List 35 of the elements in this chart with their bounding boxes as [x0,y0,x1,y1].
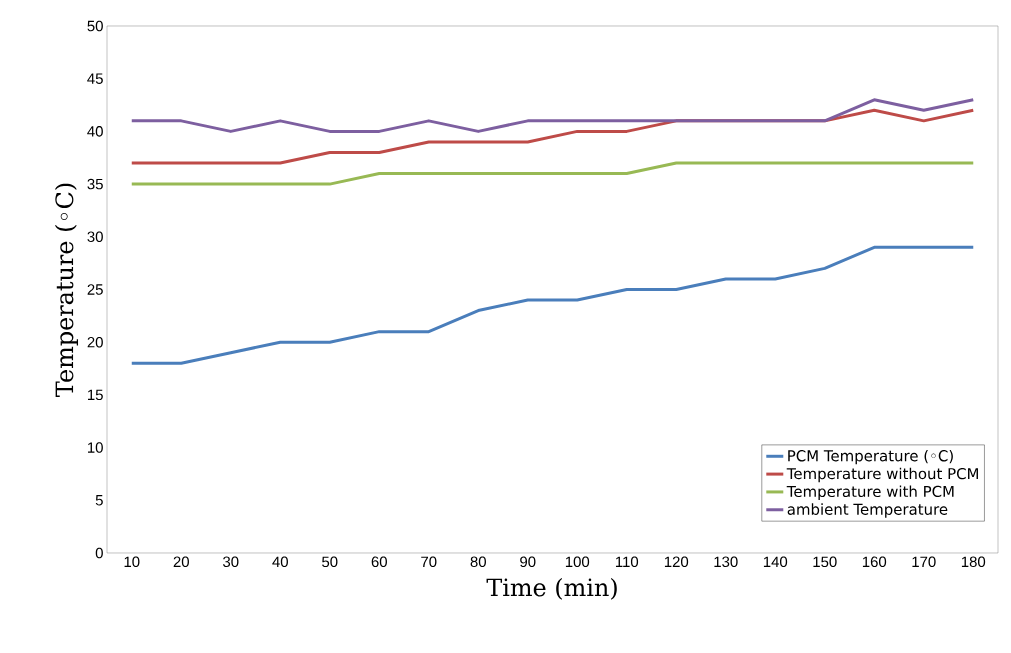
y-tick-label: 5 [95,495,103,506]
y-tick-label: 15 [88,389,103,401]
x-tick-label: 100 [565,556,590,568]
y-tick-label: 20 [87,336,103,348]
x-tick-label: 20 [173,556,189,568]
x-tick-label: 180 [961,556,986,568]
x-tick-label: 120 [664,556,689,568]
x-tick-label: 140 [763,556,788,568]
y-tick-label: 30 [87,231,103,243]
x-tick-label: 150 [813,556,837,568]
x-tick-label: 40 [272,556,288,568]
x-tick-label: 160 [862,556,887,568]
x-tick-label: 90 [520,556,536,568]
y-tick-label: 25 [87,284,103,295]
legend-label: Temperature with PCM [786,485,954,500]
y-axis-title: Temperature (◦C) [54,183,79,397]
x-axis-title: Time (min) [486,577,617,600]
legend-label: PCM Temperature (◦C) [788,449,953,465]
y-tick-label: 35 [87,178,103,190]
y-tick-label: 10 [88,442,103,453]
x-tick-label: 50 [322,556,338,568]
legend-label: Temperature without PCM [786,467,978,483]
x-tick-label: 70 [421,556,437,568]
x-tick-label: 170 [912,556,936,568]
x-tick-label: 130 [714,556,738,568]
legend-label: ambient Temperature [787,503,948,518]
x-tick-label: 110 [615,556,639,568]
x-tick-label: 10 [124,556,140,568]
x-tick-label: 80 [470,556,486,568]
y-tick-label: 40 [87,126,103,137]
x-tick-label: 60 [371,556,387,568]
x-tick-label: 30 [223,556,239,568]
y-tick-label: 50 [87,20,103,32]
y-tick-label: 45 [87,73,103,84]
y-tick-label: 0 [95,547,103,559]
